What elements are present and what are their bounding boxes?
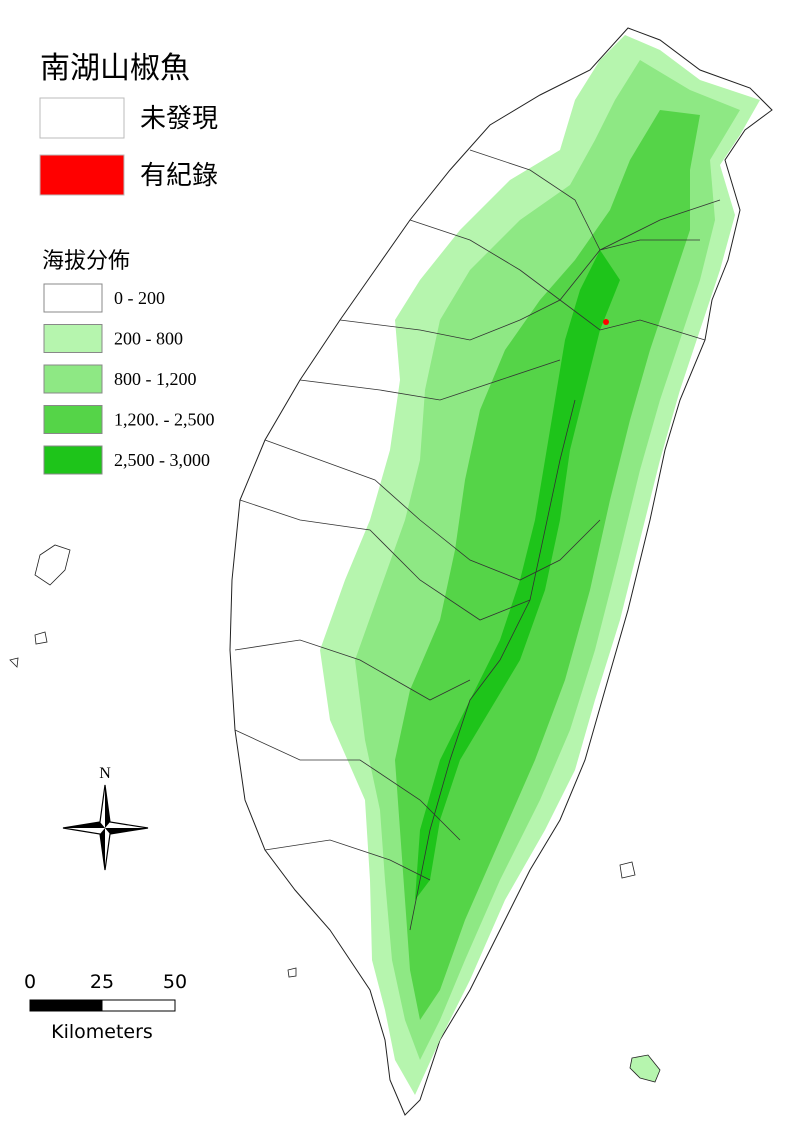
compass-shade — [100, 828, 105, 870]
legend-swatch — [39, 154, 125, 196]
scale-tick-label: 25 — [90, 971, 114, 993]
legend-label: 200 - 800 — [114, 329, 183, 349]
compass-shade — [105, 785, 110, 828]
scale-segment — [29, 999, 103, 1012]
green-island — [619, 861, 636, 879]
legend-swatch — [43, 445, 103, 475]
county-boundaries — [234, 149, 721, 931]
orchid-island — [629, 1054, 661, 1083]
elevation-legend: 0 - 200 200 - 800 800 - 1,200 1,200. - 2,50… — [43, 283, 215, 475]
legend-title: 海拔分佈 — [42, 249, 130, 274]
elevation-2500-3000 — [415, 250, 620, 900]
legend-label: 未發現 — [140, 104, 218, 134]
compass-shade — [105, 828, 148, 834]
legend-label: 0 - 200 — [114, 288, 165, 308]
legend-label: 800 - 1,200 — [114, 369, 197, 389]
scale-labels: 0 25 50 — [24, 971, 187, 993]
legend-label: 2,500 - 3,000 — [114, 450, 210, 470]
north-arrow: N — [62, 765, 149, 871]
scale-tick-label: 50 — [163, 971, 187, 993]
scale-bar: 0 25 50 Kilometers — [24, 971, 187, 1043]
compass-shade — [63, 822, 105, 828]
legend-label: 1,200. - 2,500 — [114, 410, 215, 430]
legend-swatch — [43, 364, 103, 394]
legend-swatch — [43, 324, 103, 353]
record-site — [603, 319, 609, 325]
scale-tick-label: 0 — [24, 971, 36, 993]
scale-unit: Kilometers — [51, 1021, 153, 1043]
legend-label: 有紀錄 — [140, 161, 218, 191]
map-title: 南湖山椒魚 — [40, 52, 190, 85]
penghu-islands — [9, 544, 71, 668]
legend-swatch — [43, 283, 103, 313]
liuqiu-island — [287, 967, 297, 978]
legend-swatch — [39, 97, 125, 139]
scale-segment — [101, 999, 176, 1012]
island — [9, 27, 773, 1116]
north-label: N — [99, 765, 111, 782]
legend-swatch — [43, 405, 103, 434]
